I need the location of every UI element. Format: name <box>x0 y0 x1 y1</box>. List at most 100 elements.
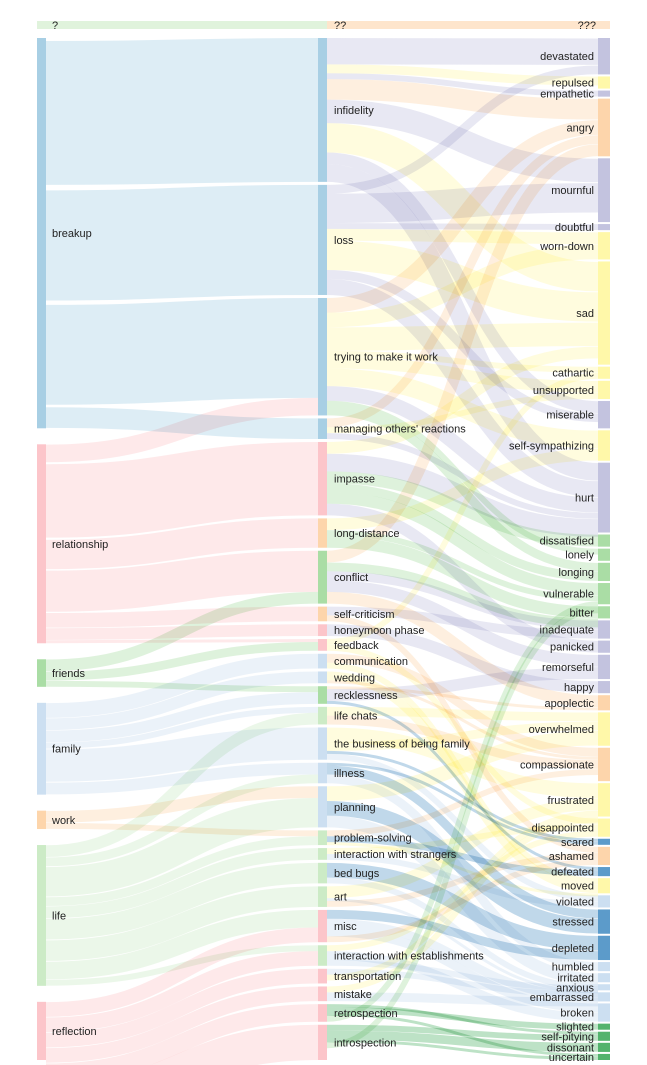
topic-feeling-links <box>326 38 599 1060</box>
source-topic-links <box>45 38 319 1065</box>
flow-topic-feeling <box>326 909 599 960</box>
source-node-life <box>37 845 46 986</box>
feeling-node-label: stressed <box>552 917 594 929</box>
middle-column-header: ?? <box>334 20 346 32</box>
feeling-node-label: humbled <box>552 962 594 974</box>
topic-node-label: wedding <box>333 672 375 684</box>
feeling-node-label: self-pitying <box>541 1031 594 1043</box>
feeling-node-devastated <box>598 38 610 75</box>
topic-node-label: infidelity <box>334 105 374 117</box>
source-node-label: reflection <box>52 1026 97 1038</box>
feeling-node-label: longing <box>559 567 594 579</box>
topic-node-interaction-with-strangers <box>318 848 327 860</box>
feeling-node-moved <box>598 878 610 894</box>
topic-node-label: problem-solving <box>334 833 412 845</box>
topic-node-self-criticism <box>318 606 327 622</box>
source-node-work <box>37 810 46 830</box>
feeling-node-broken <box>598 1003 610 1022</box>
flow-source-topic <box>45 38 319 185</box>
feeling-node-lonely <box>598 548 610 561</box>
feeling-node-label: irritated <box>557 973 594 985</box>
feeling-node-compassionate <box>598 747 610 782</box>
topic-node-wedding <box>318 671 327 684</box>
topic-node-label: art <box>334 892 347 904</box>
feeling-node-label: empathetic <box>540 89 594 101</box>
feeling-node-label: disappointed <box>532 823 594 835</box>
source-node-family <box>37 702 46 795</box>
topic-node-illness <box>318 762 327 784</box>
feeling-node-unsupported <box>598 380 610 400</box>
flow-topic-feeling <box>326 79 599 120</box>
flow-topic-feeling <box>326 836 599 877</box>
flow-source-topic <box>45 518 319 570</box>
feeling-node-irritated <box>598 973 610 983</box>
flow-source-topic <box>45 823 319 837</box>
feeling-node-label: dissonant <box>547 1042 594 1054</box>
flow-source-topic <box>45 927 319 1017</box>
topic-node-label: mistake <box>334 989 372 1001</box>
feeling-node-anxious <box>598 984 610 991</box>
topic-node-label: communication <box>334 656 408 668</box>
topic-node-honeymoon-phase <box>318 624 327 637</box>
flow-source-topic <box>45 441 319 538</box>
flow-topic-feeling <box>326 448 599 531</box>
feeling-node-sad <box>598 261 610 365</box>
feeling-node-label: compassionate <box>520 759 594 771</box>
feeling-node-label: devastated <box>540 51 594 63</box>
source-node-label: family <box>52 744 81 756</box>
feeling-node-depleted <box>598 935 610 961</box>
flow-topic-feeling <box>326 601 599 1022</box>
feeling-node-label: sad <box>576 308 594 320</box>
feeling-node-disappointed <box>598 818 610 837</box>
flow-source-topic <box>45 712 319 858</box>
topic-node-conflict <box>318 550 327 604</box>
topic-node-mistake <box>318 986 327 1002</box>
flow-topic-feeling <box>326 715 599 769</box>
node-labels: breakup relationship friends family work life… <box>51 51 594 1064</box>
topic-node-label: self-criticism <box>334 609 395 621</box>
flow-source-topic <box>45 397 319 463</box>
topic-node-loss <box>318 184 327 295</box>
topic-node-infidelity <box>318 38 327 182</box>
feeling-node-label: cathartic <box>552 368 594 380</box>
feeling-node-label: scared <box>561 837 594 849</box>
topic-node-label: managing others' reactions <box>334 424 466 436</box>
flow-topic-feeling <box>326 1039 599 1060</box>
topic-node-label: retrospection <box>334 1008 398 1020</box>
topic-node-interaction-with-establishments <box>318 945 327 966</box>
source-node-label: work <box>51 815 76 827</box>
flow-source-topic <box>45 641 319 681</box>
topic-node-label: transportation <box>334 971 401 983</box>
flow-source-topic <box>45 297 319 405</box>
source-node-label: life <box>52 910 66 922</box>
flow-source-topic <box>45 727 319 782</box>
flow-source-topic <box>45 848 319 919</box>
flow-topic-feeling <box>326 721 599 751</box>
flow-topic-feeling <box>326 816 599 993</box>
feeling-node-label: slighted <box>556 1022 594 1034</box>
feeling-node-label: uncertain <box>549 1052 594 1064</box>
source-node-label: friends <box>52 668 86 680</box>
feeling-node-label: doubtful <box>555 222 594 234</box>
flow-topic-feeling <box>326 483 599 581</box>
feeling-node-label: happy <box>564 682 594 694</box>
flow-source-topic <box>45 798 319 897</box>
flow-source-topic <box>45 1004 319 1065</box>
topic-node-problem-solving <box>318 830 327 846</box>
topic-node-misc <box>318 909 327 943</box>
flow-topic-feeling <box>326 591 599 708</box>
flow-topic-feeling <box>326 368 599 449</box>
flow-topic-feeling <box>326 393 599 434</box>
feeling-node-label: panicked <box>550 642 594 654</box>
topic-node-managing-others-reactions <box>318 418 327 439</box>
flow-topic-feeling <box>326 144 599 563</box>
flow-source-topic <box>45 774 319 867</box>
feeling-node-dissonant <box>598 1042 610 1052</box>
feeling-node-label: violated <box>556 896 594 908</box>
source-node-friends <box>37 659 46 687</box>
topic-node-trying-to-make-it-work <box>318 297 327 416</box>
topic-node-long-distance <box>318 518 327 548</box>
feeling-node-label: broken <box>560 1008 594 1020</box>
left-header-bar <box>37 21 327 29</box>
feeling-node-panicked <box>598 640 610 653</box>
